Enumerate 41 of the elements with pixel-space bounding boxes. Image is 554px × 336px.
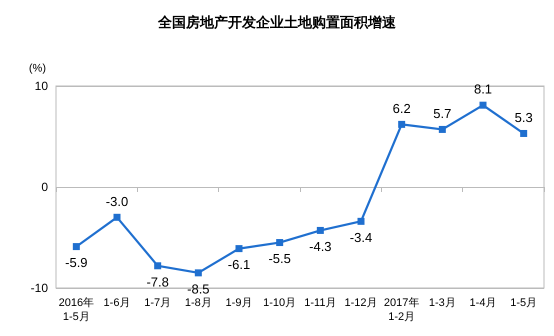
x-tick-label: 1-8月: [184, 297, 212, 309]
data-label: -3.4: [350, 230, 372, 245]
x-tick-label: 1-6月: [104, 297, 130, 309]
point: [72, 243, 80, 250]
y-tick-label: 10: [34, 79, 48, 93]
data-label: -4.3: [309, 238, 332, 254]
chart-title: 全国房地产开发企业土地购置面积增速: [157, 14, 397, 30]
data-label: -5.9: [65, 255, 88, 270]
x-tick-label: 1-10月: [263, 297, 296, 309]
data-label: -5.5: [268, 251, 291, 266]
data-label: -3.0: [106, 194, 128, 209]
x-tick-label: 1-5月: [510, 297, 538, 309]
point: [398, 120, 406, 128]
x-tick-label: 1-4月: [470, 297, 496, 309]
point: [114, 214, 120, 221]
data-label: -7.8: [146, 274, 169, 290]
point: [154, 262, 162, 270]
x-tick-label: 1-7月: [144, 297, 172, 309]
point: [236, 245, 242, 252]
y-axis-title: (%): [28, 62, 46, 74]
x-tick-label: 1-9月: [226, 297, 252, 309]
point: [276, 239, 284, 246]
data-label: -6.1: [228, 257, 250, 272]
data-label: 6.2: [392, 100, 411, 116]
point: [194, 269, 202, 276]
x-tick-label: 2016年 1-5月: [58, 297, 94, 323]
data-label: -8.5: [187, 281, 210, 296]
y-tick-label: -10: [30, 281, 48, 295]
data-label: 8.1: [474, 82, 492, 97]
x-tick-label: 2017年 1-2月: [384, 297, 420, 323]
point: [480, 102, 486, 109]
point: [438, 126, 446, 133]
point: [358, 218, 364, 225]
x-tick-label: 1-3月: [428, 297, 456, 309]
point: [520, 130, 528, 137]
y-tick-label: 0: [41, 180, 48, 194]
data-label: 5.3: [514, 110, 533, 125]
x-tick-label: 1-12月: [344, 297, 378, 309]
data-label: 5.7: [433, 106, 452, 121]
x-tick-label: 1-11月: [304, 297, 336, 309]
point: [316, 226, 324, 234]
